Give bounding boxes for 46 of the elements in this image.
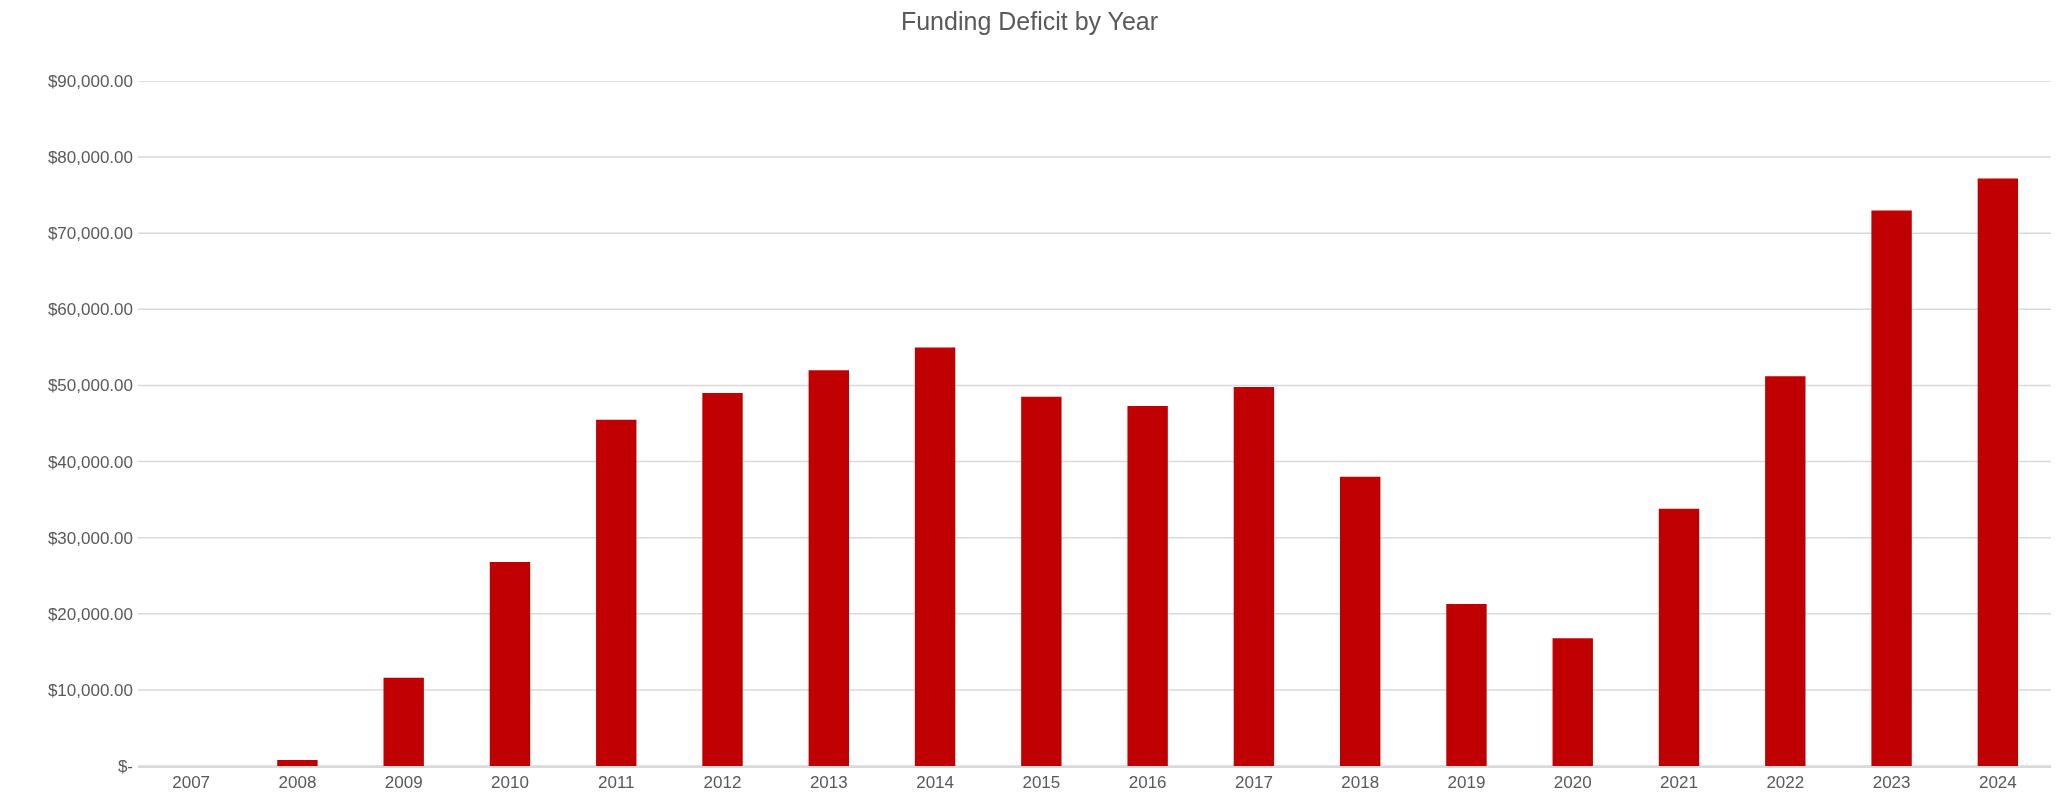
x-tick-label: 2014 bbox=[916, 773, 954, 793]
bar bbox=[1765, 376, 1806, 766]
bar bbox=[1658, 508, 1700, 766]
y-tick-label: $80,000.00 bbox=[47, 148, 133, 168]
x-tick-label: 2012 bbox=[703, 773, 742, 793]
x-tick-label: 2020 bbox=[1553, 773, 1592, 793]
x-tick-label: 2010 bbox=[491, 773, 529, 793]
bar bbox=[702, 393, 743, 766]
x-tick-label: 2016 bbox=[1128, 773, 1167, 793]
x-tick-label: 2011 bbox=[597, 773, 635, 793]
bar bbox=[1340, 476, 1381, 766]
x-tick-label: 2008 bbox=[278, 773, 317, 793]
bar bbox=[1127, 405, 1168, 766]
bar bbox=[1871, 210, 1912, 766]
y-tick-label: $50,000.00 bbox=[47, 376, 133, 396]
bar bbox=[808, 370, 849, 766]
x-tick-label: 2022 bbox=[1766, 773, 1805, 793]
bar bbox=[1552, 638, 1593, 766]
y-tick-label: $- bbox=[117, 756, 133, 776]
bar bbox=[1021, 396, 1062, 766]
x-tick-label: 2015 bbox=[1022, 773, 1061, 793]
x-tick-label: 2019 bbox=[1447, 773, 1486, 793]
x-tick-label: 2009 bbox=[384, 773, 423, 793]
bar bbox=[383, 677, 424, 766]
chart-title: Funding Deficit by Year bbox=[900, 6, 1159, 35]
y-tick-label: $20,000.00 bbox=[47, 604, 133, 624]
y-tick-label: $40,000.00 bbox=[47, 452, 133, 472]
bar bbox=[596, 419, 637, 766]
x-tick-label: 2021 bbox=[1660, 773, 1698, 793]
bar bbox=[1977, 178, 2019, 766]
bar bbox=[1446, 603, 1487, 766]
y-tick-label: $90,000.00 bbox=[47, 71, 133, 91]
y-tick-label: $30,000.00 bbox=[47, 528, 133, 548]
x-tick-label: 2023 bbox=[1872, 773, 1911, 793]
x-tick-label: 2007 bbox=[172, 773, 211, 793]
bar bbox=[277, 759, 318, 766]
x-tick-label: 2024 bbox=[1978, 773, 2017, 793]
bar bbox=[489, 562, 531, 766]
y-tick-label: $60,000.00 bbox=[47, 300, 133, 320]
x-tick-label: 2017 bbox=[1235, 773, 1273, 793]
x-tick-label: 2018 bbox=[1341, 773, 1380, 793]
x-tick-label: 2013 bbox=[809, 773, 848, 793]
y-tick-label: $10,000.00 bbox=[47, 680, 133, 700]
y-tick-label: $70,000.00 bbox=[47, 224, 133, 244]
bar bbox=[1233, 386, 1275, 766]
bar bbox=[914, 347, 956, 766]
